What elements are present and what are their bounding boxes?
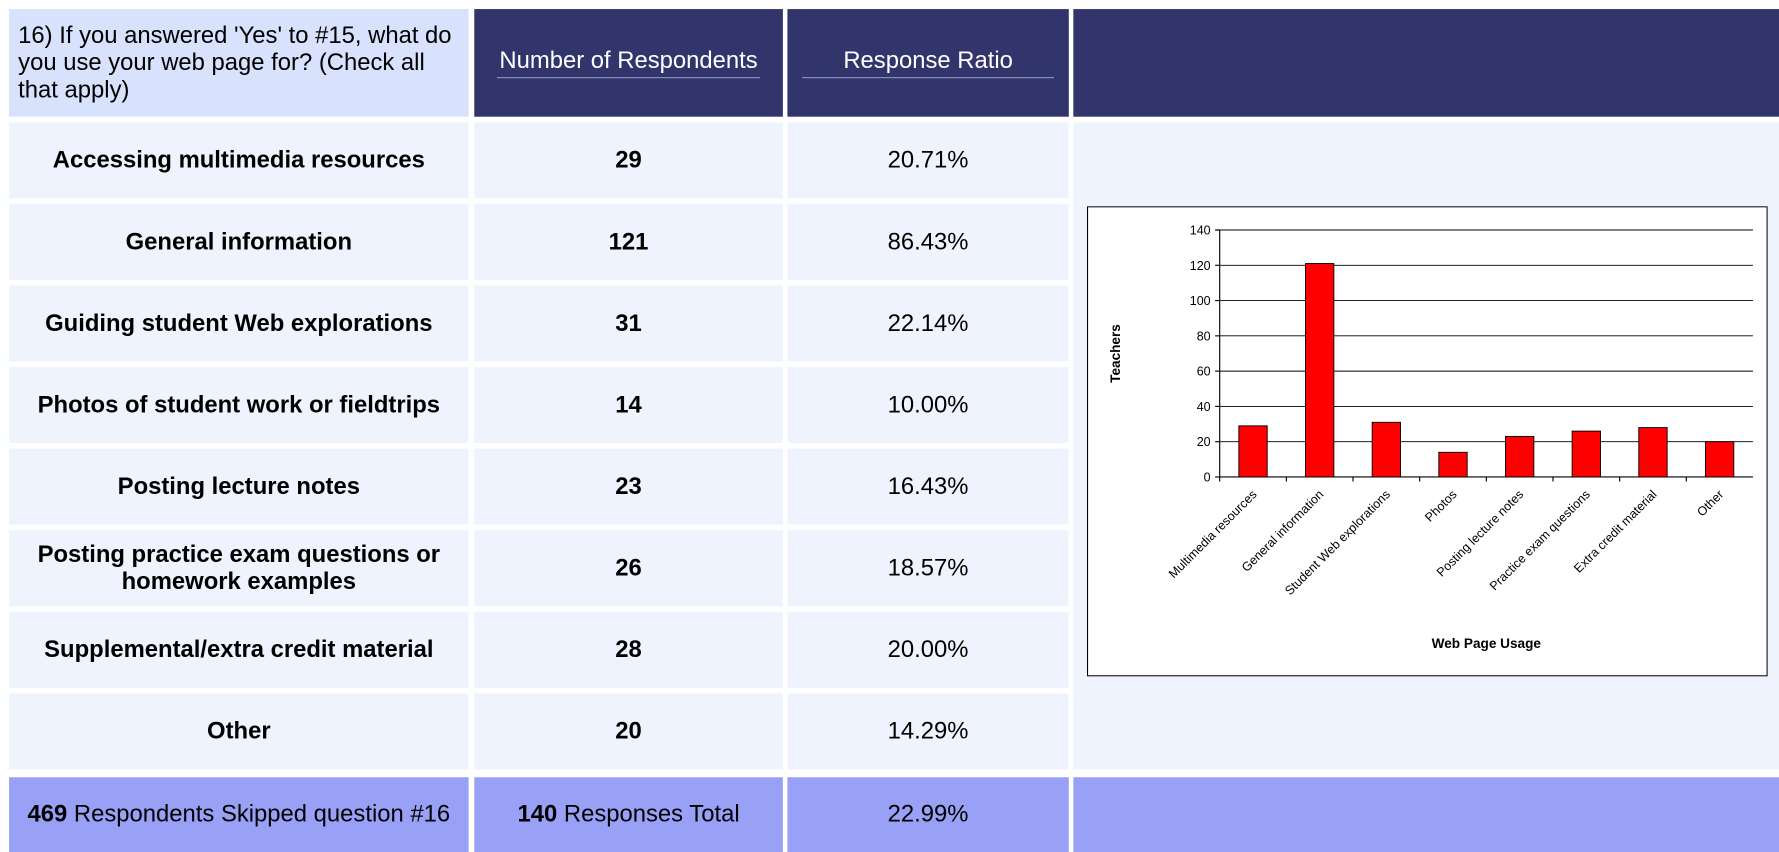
question: 16) If you answered 'Yes' to #15, what d… [18,22,452,103]
total-ratio: 22.99% [887,801,969,828]
row-label: General information [125,228,353,255]
chart: Web Page Usage Teachers 0 20 40 60 80 100 120 1… [1086,206,1768,677]
column-header: Number of Respondents [497,48,760,79]
y-tick-label: 20 [1197,435,1211,449]
ratio-cell: 14.29% [787,693,1069,770]
row-ratio: 22.14% [887,309,969,336]
label-cell: Photos of student work or fieldtrips [9,367,469,444]
skipped-count: 469 [27,801,68,828]
row-count: 26 [615,554,642,581]
row-ratio: 10.00% [887,391,969,418]
row-count: 29 [615,146,642,173]
y-tick-label: 100 [1190,294,1211,308]
x-axis-title: Web Page Usage [1432,636,1542,651]
count-cell: 14 [474,367,783,444]
total-count: 140 [517,801,558,828]
ratio-cell: 20.71% [787,122,1069,199]
row-count: 20 [615,717,642,744]
label-cell: Posting lecture notes [9,448,469,525]
ratio-cell: 20.00% [787,611,1069,688]
total-text: Responses Total [563,801,740,828]
row-label: Guiding student Web explorations [45,309,433,336]
label-cell: Accessing multimedia resources [9,122,469,199]
total: 140 Responses Total [518,801,740,828]
ratio-cell: 86.43% [787,203,1069,280]
count-cell: 26 [474,530,783,607]
count-cell: 31 [474,285,783,362]
row-label: Posting practice exam questions or homew… [37,541,441,595]
y-tick-label: 60 [1197,365,1211,379]
row-label: Other [207,717,271,744]
label-cell: General information [9,203,469,280]
row-count: 28 [615,636,642,663]
bar [1371,421,1401,478]
ratio-cell: 18.57% [787,530,1069,607]
bar [1438,451,1468,478]
row-label: Posting lecture notes [117,473,360,500]
label-cell: Guiding student Web explorations [9,285,469,362]
footer-cell: 22.99% [787,777,1069,852]
row-count: 23 [615,473,642,500]
ratio-cell: 16.43% [787,448,1069,525]
bar [1638,427,1668,478]
ratio-cell: 10.00% [787,367,1069,444]
header-cell: Response Ratio [787,9,1069,117]
label-cell: Posting practice exam questions or homew… [9,530,469,607]
count-cell: 121 [474,203,783,280]
y-tick-label: 40 [1197,400,1211,414]
row-ratio: 14.29% [887,717,969,744]
count-cell: 23 [474,448,783,525]
row-ratio: 20.71% [887,146,969,173]
row-count: 14 [615,391,642,418]
row-count: 31 [615,309,642,336]
row-label: Supplemental/extra credit material [44,636,434,663]
label-cell: Supplemental/extra credit material [9,611,469,688]
header-cell: Number of Respondents [474,9,783,117]
bar [1238,425,1268,478]
column-header: Response Ratio [802,48,1054,79]
row-label: Photos of student work or fieldtrips [37,391,441,418]
y-tick-label: 140 [1190,224,1211,238]
row-label: Accessing multimedia resources [52,146,425,173]
row-ratio: 18.57% [887,554,969,581]
bar [1571,430,1601,478]
y-tick-label: 120 [1190,259,1211,273]
bar [1305,263,1335,478]
y-tick-label: 80 [1197,329,1211,343]
row-ratio: 86.43% [887,228,969,255]
skipped: 469 Respondents Skipped question #16 [28,801,451,828]
ratio-cell: 22.14% [787,285,1069,362]
row-ratio: 20.00% [887,636,969,663]
footer-cell: 469 Respondents Skipped question #16 [9,777,469,852]
count-cell: 28 [474,611,783,688]
question-cell: 16) If you answered 'Yes' to #15, what d… [9,9,469,117]
row-count: 121 [608,228,649,255]
y-axis-title: Teachers [1108,324,1123,383]
header-cell [1073,9,1779,117]
footer-cell: 140 Responses Total [474,777,783,852]
bar [1704,441,1735,478]
y-tick-label: 0 [1204,471,1211,485]
bar [1505,435,1535,478]
row-ratio: 16.43% [887,473,969,500]
count-cell: 20 [474,693,783,770]
skipped-text: Respondents Skipped question #16 [73,801,451,828]
label-cell: Other [9,693,469,770]
count-cell: 29 [474,122,783,199]
footer-cell [1073,777,1779,852]
